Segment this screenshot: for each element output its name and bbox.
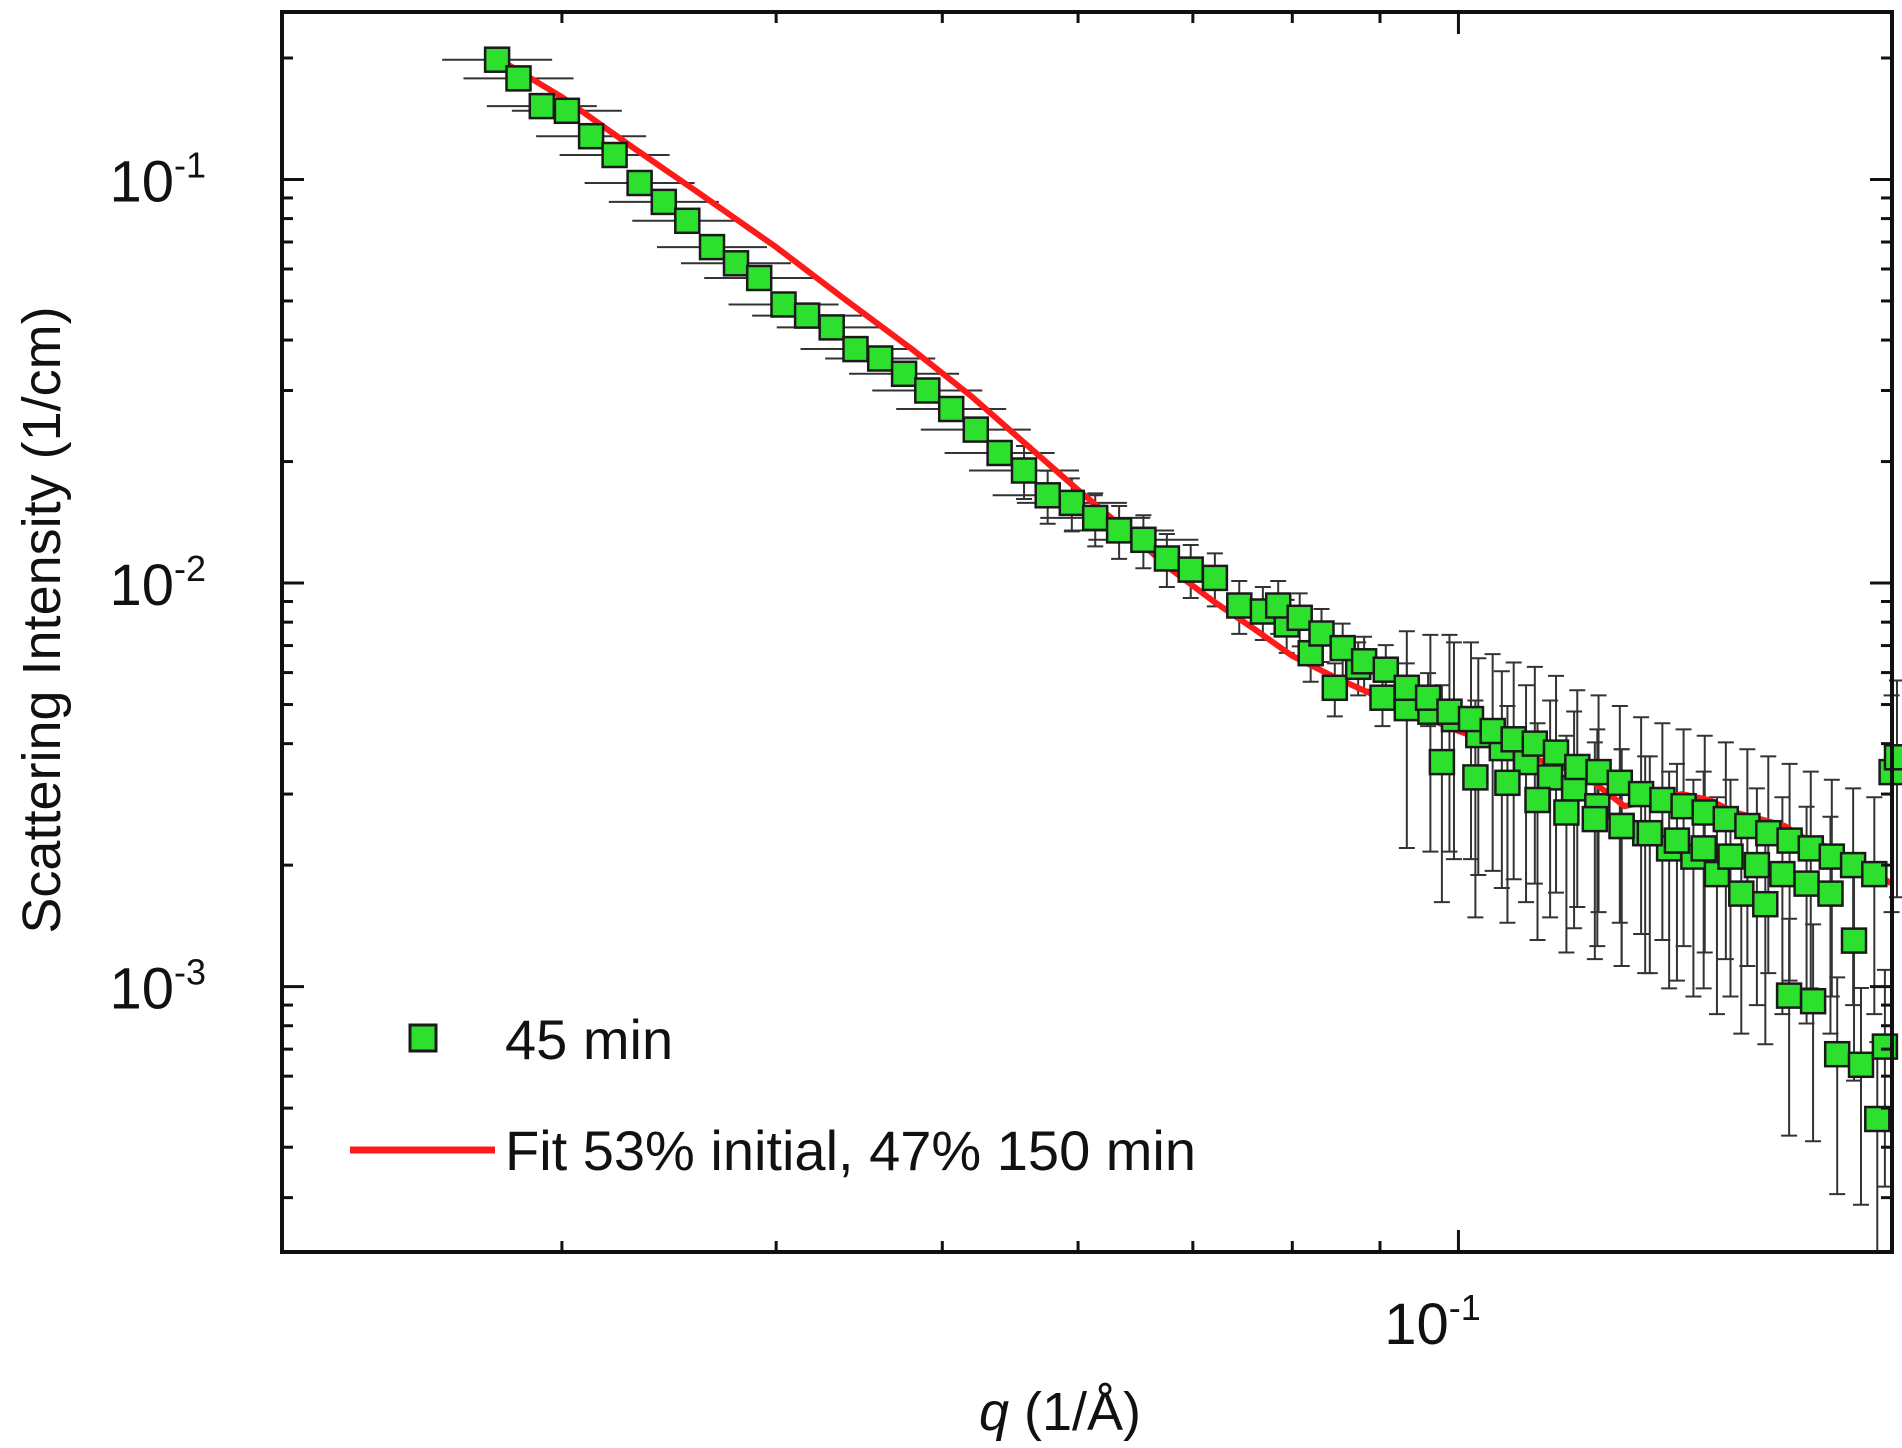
data-point (770, 291, 797, 318)
data-point (1817, 880, 1844, 907)
data-point (1177, 556, 1204, 583)
data-point (1769, 860, 1796, 888)
y-axis-title: Scattering Intensity (1/cm) (12, 306, 72, 933)
legend: 45 min Fit 53% initial, 47% 150 min (350, 1008, 1196, 1182)
data-point (483, 46, 511, 73)
x-tick-label: 10-1 (1384, 1287, 1481, 1357)
data-point (1372, 656, 1400, 683)
data-point (1226, 592, 1253, 619)
data-point (1775, 982, 1803, 1009)
plot-frame (280, 10, 1894, 1254)
data-point (986, 439, 1013, 467)
data-point (528, 92, 556, 120)
data-point (1542, 739, 1570, 766)
data-point (1105, 517, 1133, 544)
data-point (626, 169, 653, 197)
data-point (745, 264, 773, 292)
y-tick-label: 10-3 (109, 952, 206, 1022)
data-point (505, 65, 532, 92)
data-point (1130, 526, 1157, 554)
data-point (674, 207, 701, 235)
data-point (1752, 890, 1779, 918)
data-point (1793, 870, 1820, 897)
data-point (1153, 545, 1181, 572)
data-point (722, 250, 750, 277)
data-point (1350, 648, 1378, 675)
data-point (601, 141, 628, 169)
data-point (842, 335, 869, 363)
data-point (962, 416, 990, 443)
data-point (1494, 769, 1521, 797)
data-point (1564, 753, 1591, 781)
data-point (1823, 1040, 1851, 1068)
data-point (698, 233, 726, 261)
data-point (1414, 684, 1442, 711)
data-point (1553, 799, 1580, 826)
data-point (1081, 504, 1109, 532)
data-markers (483, 46, 1902, 1133)
data-point (818, 314, 845, 341)
data-point (1536, 764, 1564, 791)
data-point (577, 122, 605, 150)
data-point (1847, 1051, 1875, 1079)
data-point (1010, 457, 1038, 484)
data-point (1321, 674, 1349, 702)
axes: 10-1 10-2 10-3 10-1 (109, 10, 1894, 1357)
x-axis-title: q (1/Å) (979, 1382, 1141, 1442)
data-point (1728, 880, 1755, 907)
data-point (1608, 812, 1635, 840)
data-point (1286, 604, 1313, 632)
data-point (937, 395, 965, 423)
y-tick-label: 10-1 (109, 144, 206, 214)
data-point (1690, 835, 1717, 862)
data-point (1636, 819, 1664, 847)
legend-label-fit: Fit 53% initial, 47% 150 min (505, 1119, 1196, 1182)
data-point (1663, 827, 1691, 854)
data-point (1818, 843, 1846, 870)
data-point (1581, 805, 1609, 833)
data-point (1524, 786, 1551, 814)
data-point (1058, 489, 1086, 517)
data-point (866, 345, 894, 372)
data-point (553, 97, 581, 125)
data-point (914, 377, 941, 404)
data-point (890, 360, 918, 388)
data-point (1864, 1105, 1891, 1133)
data-point (1799, 987, 1827, 1015)
data-point (650, 188, 678, 216)
data-point (1743, 851, 1771, 879)
data-point (1457, 705, 1485, 733)
data-point (1369, 684, 1396, 711)
data-point (1034, 482, 1061, 509)
data-point (1201, 564, 1229, 592)
data-point (1462, 764, 1489, 791)
data-point (1393, 674, 1421, 702)
data-point (1428, 748, 1456, 776)
data-point (1712, 805, 1740, 833)
data-point (1717, 843, 1744, 870)
data-point (1264, 592, 1292, 619)
y-tick-label: 10-2 (109, 548, 206, 618)
data-point (1840, 927, 1868, 954)
axis-titles: q (1/Å) Scattering Intensity (1/cm) (12, 306, 1141, 1442)
legend-marker-45-min (408, 1023, 438, 1053)
legend-label-45-min: 45 min (505, 1008, 673, 1071)
data-point (793, 302, 821, 329)
